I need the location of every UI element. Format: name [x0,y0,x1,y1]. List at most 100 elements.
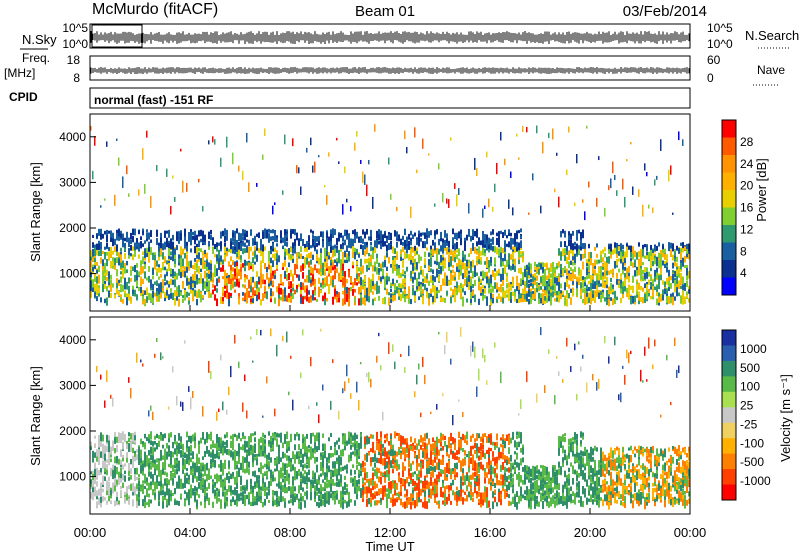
freq-tick-top: 18 [67,53,81,67]
heatmap-cell [342,278,344,286]
heatmap-cell [312,239,314,246]
heatmap-cell [180,233,182,238]
heatmap-cell [284,297,286,300]
heatmap-cell [330,265,332,273]
heatmap-cell [506,235,508,238]
heatmap-cell [100,234,102,240]
heatmap-cell [148,472,150,476]
heatmap-cell [170,293,172,299]
heatmap-cell [222,297,224,301]
heatmap-cell [270,230,272,233]
heatmap-cell [274,202,276,205]
heatmap-cell [328,152,330,156]
heatmap-cell [372,197,374,209]
heatmap-cell [310,252,312,259]
heatmap-cell [454,277,456,280]
heatmap-cell [292,242,294,249]
heatmap-cell [564,248,566,253]
heatmap-cell [128,432,130,436]
heatmap-cell [600,255,602,262]
heatmap-cell [338,250,340,256]
heatmap-cell [660,261,662,268]
heatmap-cell [116,283,118,288]
heatmap-cell [194,258,196,262]
heatmap-cell [488,199,490,208]
heatmap-cell [164,452,166,456]
heatmap-cell [120,271,122,274]
heatmap-cell [98,497,100,504]
heatmap-cell [470,292,472,299]
heatmap-cell [536,282,538,287]
heatmap-cell [466,260,468,267]
heatmap-cell [538,286,540,290]
noise-tick-top-right: 10^5 [707,21,733,35]
heatmap-cell [156,272,158,275]
heatmap-cell [248,182,250,192]
heatmap-cell [642,250,644,257]
heatmap-cell [562,270,564,276]
heatmap-cell [624,267,626,271]
heatmap-cell [498,236,500,241]
heatmap-cell [176,460,178,463]
heatmap-cell [320,265,322,269]
heatmap-cell [336,261,338,266]
heatmap-cell [452,253,454,261]
heatmap-cell [342,257,344,263]
heatmap-cell [240,260,242,263]
heatmap-cell [276,286,278,292]
heatmap-cell [454,183,456,189]
heatmap-cell [184,253,186,259]
heatmap-cell [288,248,290,253]
heatmap-cell [130,484,132,491]
heatmap-cell [214,244,216,249]
heatmap-cell [646,290,648,295]
heatmap-cell [552,279,554,284]
heatmap-cell [114,501,116,507]
heatmap-cell [650,261,652,268]
heatmap-cell [628,273,630,277]
heatmap-cell [334,296,336,299]
heatmap-cell [248,283,250,289]
heatmap-cell [564,266,566,270]
heatmap-cell [178,475,180,479]
heatmap-cell [216,298,218,306]
heatmap-cell [534,266,536,270]
heatmap-cell [674,280,676,286]
heatmap-cell [474,265,476,271]
freq-label-1: Freq. [22,51,50,65]
heatmap-cell [494,246,496,252]
heatmap-cell [102,234,104,239]
heatmap-cell [150,465,152,470]
heatmap-cell [488,260,490,268]
heatmap-cell [492,286,494,293]
heatmap-cell [400,251,402,254]
heatmap-cell [272,260,274,267]
heatmap-cell [170,268,172,274]
heatmap-cell [426,247,428,250]
heatmap-cell [352,246,354,252]
heatmap-cell [92,242,94,248]
heatmap-cell [290,270,292,277]
heatmap-cell [138,492,140,498]
heatmap-cell [140,454,142,458]
heatmap-cell [586,293,588,297]
heatmap-cell [162,243,164,250]
heatmap-cell [212,136,214,142]
heatmap-cell [314,287,316,291]
heatmap-cell [404,271,406,274]
heatmap-cell [634,251,636,258]
heatmap-cell [254,246,256,250]
heatmap-cell [332,280,334,287]
heatmap-cell [650,276,652,281]
heatmap-cell [122,234,124,239]
heatmap-cell [206,253,208,260]
heatmap-cell [588,252,590,260]
heatmap-cell [344,280,346,287]
heatmap-cell [580,254,582,261]
heatmap-cell [164,471,166,475]
heatmap-cell [252,252,254,256]
heatmap-cell [276,238,278,243]
heatmap-cell [172,493,174,496]
heatmap-cell [168,464,170,467]
heatmap-cell [386,289,388,295]
